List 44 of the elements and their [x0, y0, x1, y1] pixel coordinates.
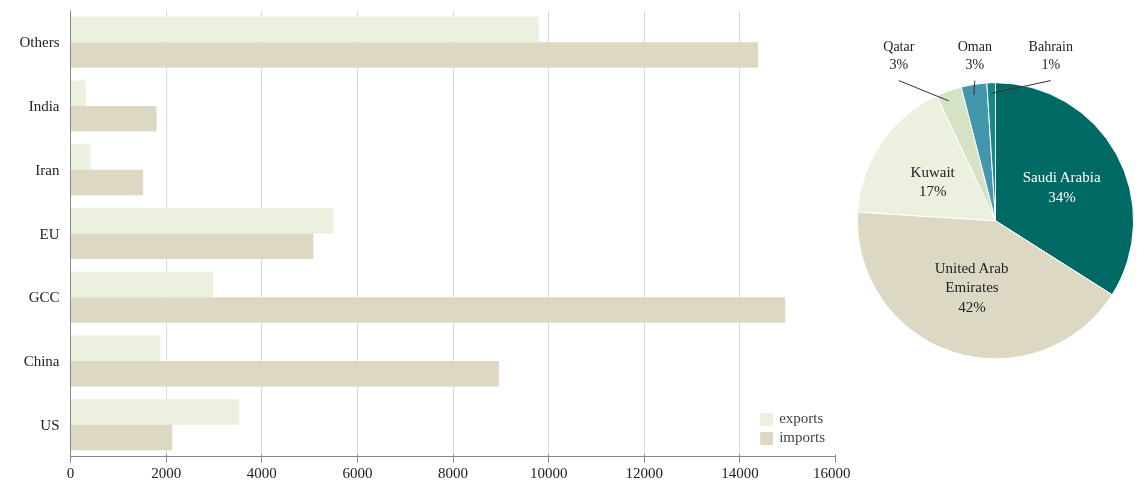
bar — [70, 335, 161, 361]
bar — [70, 424, 173, 451]
data-label: 34% — [1048, 188, 1076, 205]
x-tick-label: 4000 — [246, 464, 277, 481]
bar — [70, 208, 334, 234]
y-tick-label: China — [23, 352, 60, 369]
bar — [70, 399, 240, 425]
x-tick-label: 14000 — [721, 464, 759, 481]
slice-label: Saudi Arabia — [1022, 169, 1101, 186]
bar — [70, 144, 91, 170]
slice-label: United Arab Emirates — [934, 260, 1009, 296]
bar — [70, 360, 499, 387]
bar — [70, 42, 759, 68]
slice-label: Oman — [957, 38, 992, 54]
x-tick-label: 16000 — [813, 464, 851, 481]
legend-label: imports — [779, 429, 825, 446]
bar — [70, 233, 314, 259]
bar — [70, 169, 144, 196]
bar — [70, 271, 213, 298]
bar — [70, 106, 157, 132]
bar — [70, 16, 540, 43]
data-label: 3% — [889, 56, 909, 72]
x-tick-label: 12000 — [625, 464, 663, 481]
bar — [70, 80, 86, 107]
y-tick-label: India — [28, 98, 60, 115]
y-tick-label: US — [40, 416, 60, 433]
slice-label: Kuwait — [910, 163, 956, 180]
y-tick-label: Iran — [35, 161, 60, 178]
y-tick-label: Others — [19, 34, 60, 51]
data-label: 42% — [958, 298, 986, 315]
slice-label: Bahrain — [1028, 38, 1073, 54]
legend-label: exports — [779, 410, 824, 427]
y-tick-label: GCC — [28, 289, 60, 306]
data-label: 3% — [965, 56, 985, 72]
bar — [70, 297, 786, 323]
x-tick-label: 6000 — [342, 464, 373, 481]
x-tick-label: 8000 — [438, 464, 468, 481]
x-tick-label: 2000 — [151, 464, 182, 481]
y-tick-label: EU — [39, 225, 60, 242]
data-label: 1% — [1041, 56, 1061, 72]
x-tick-label: 0 — [66, 464, 75, 481]
slice-label: Qatar — [883, 38, 915, 54]
data-label: 17% — [918, 182, 947, 199]
x-tick-label: 10000 — [529, 464, 568, 481]
